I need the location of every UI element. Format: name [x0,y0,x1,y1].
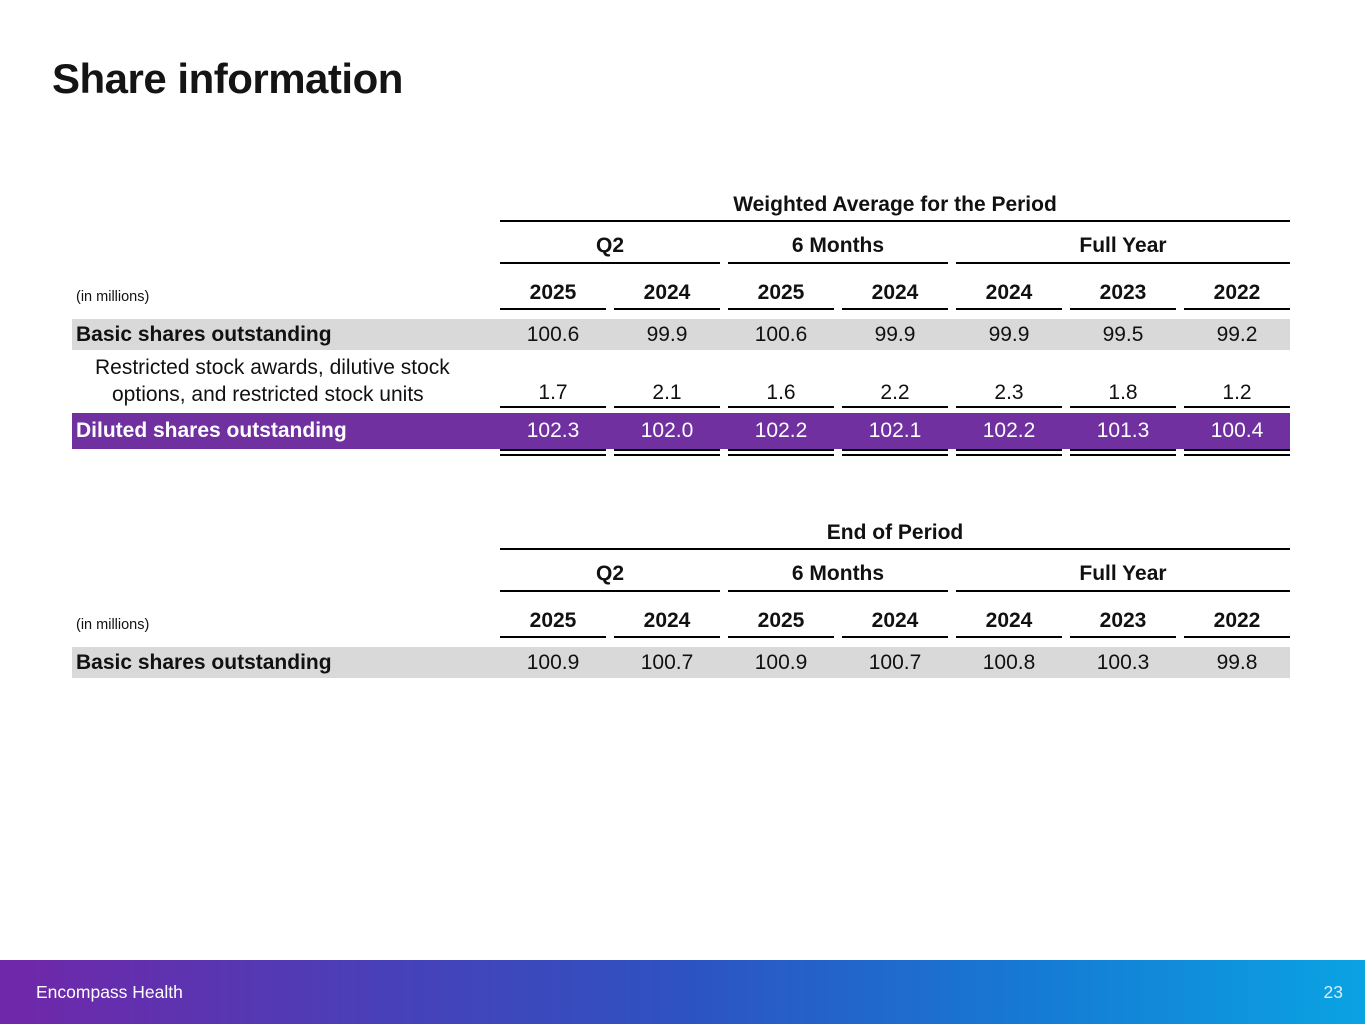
year-header: 2022 [1184,281,1290,310]
table-title-row: End of Period [72,518,1290,550]
weighted-average-table: Weighted Average for the Period Q2 6 Mon… [72,190,1290,457]
value-cell: 99.9 [874,323,916,346]
value-cell: 99.5 [1102,323,1144,346]
value-cell: 1.6 [728,381,834,408]
slide-title: Share information [52,55,403,102]
col-group-q2: Q2 [500,562,720,592]
value-cell: 2.1 [614,381,720,408]
double-rule [1184,449,1290,456]
col-group-6months: 6 Months [728,234,948,264]
row-label: Diluted shares outstanding [76,419,347,442]
value-cell: 99.8 [1216,651,1258,674]
value-cell: 100.9 [754,651,808,674]
row-label: Restricted stock awards, dilutive stock … [95,356,450,406]
footer-bar: Encompass Health 23 [0,960,1365,1024]
value-cell: 101.3 [1096,419,1150,442]
col-group-fullyear: Full Year [956,562,1290,592]
value-cell: 99.2 [1216,323,1258,346]
year-header: 2022 [1184,609,1290,638]
double-rule [956,449,1062,456]
value-cell: 102.2 [754,419,808,442]
value-cell: 100.3 [1096,651,1150,674]
year-header: 2025 [500,281,606,310]
col-group-q2: Q2 [500,234,720,264]
value-cell: 102.1 [868,419,922,442]
value-cell: 2.2 [842,381,948,408]
value-cell: 100.9 [526,651,580,674]
total-double-rule-row [72,449,1290,457]
value-cell: 99.9 [646,323,688,346]
year-header-row: (in millions) 2025 2024 2025 2024 2024 2… [72,264,1290,310]
year-header: 2025 [500,609,606,638]
table-row-basic-shares: Basic shares outstanding 100.6 99.9 100.… [72,319,1290,350]
value-cell: 102.2 [982,419,1036,442]
year-header: 2024 [614,281,720,310]
table-row-restricted-stock: Restricted stock awards, dilutive stock … [72,354,1290,408]
col-group-6months: 6 Months [728,562,948,592]
year-header: 2023 [1070,281,1176,310]
year-header: 2024 [842,281,948,310]
value-cell: 100.7 [640,651,694,674]
row-label: Basic shares outstanding [76,651,332,674]
value-cell: 1.2 [1184,381,1290,408]
year-header: 2025 [728,609,834,638]
table-title-row: Weighted Average for the Period [72,190,1290,222]
year-header: 2024 [842,609,948,638]
value-cell: 100.7 [868,651,922,674]
units-label: (in millions) [76,617,150,633]
column-group-row: Q2 6 Months Full Year [72,222,1290,264]
value-cell: 102.0 [640,419,694,442]
column-group-row: Q2 6 Months Full Year [72,550,1290,592]
row-label: Basic shares outstanding [76,323,332,346]
value-cell: 102.3 [526,419,580,442]
value-cell: 99.9 [988,323,1030,346]
double-rule [1070,449,1176,456]
value-cell: 100.4 [1210,419,1264,442]
year-header: 2024 [614,609,720,638]
value-cell: 100.8 [982,651,1036,674]
year-header: 2024 [956,609,1062,638]
brand-name: Encompass Health [36,981,183,1002]
value-cell: 100.6 [526,323,580,346]
year-header-row: (in millions) 2025 2024 2025 2024 2024 2… [72,592,1290,638]
value-cell: 2.3 [956,381,1062,408]
value-cell: 1.7 [500,381,606,408]
table-title: End of Period [500,521,1290,550]
double-rule [728,449,834,456]
double-rule [614,449,720,456]
end-of-period-table: End of Period Q2 6 Months Full Year (in … [72,518,1290,678]
double-rule [842,449,948,456]
year-header: 2025 [728,281,834,310]
units-label: (in millions) [76,289,150,305]
table-row-basic-shares: Basic shares outstanding 100.9 100.7 100… [72,647,1290,678]
value-cell: 100.6 [754,323,808,346]
table-title: Weighted Average for the Period [500,193,1290,222]
year-header: 2023 [1070,609,1176,638]
col-group-fullyear: Full Year [956,234,1290,264]
year-header: 2024 [956,281,1062,310]
value-cell: 1.8 [1070,381,1176,408]
table-row-diluted-shares: Diluted shares outstanding 102.3 102.0 1… [72,413,1290,449]
double-rule [500,449,606,456]
page-number: 23 [1323,981,1343,1002]
